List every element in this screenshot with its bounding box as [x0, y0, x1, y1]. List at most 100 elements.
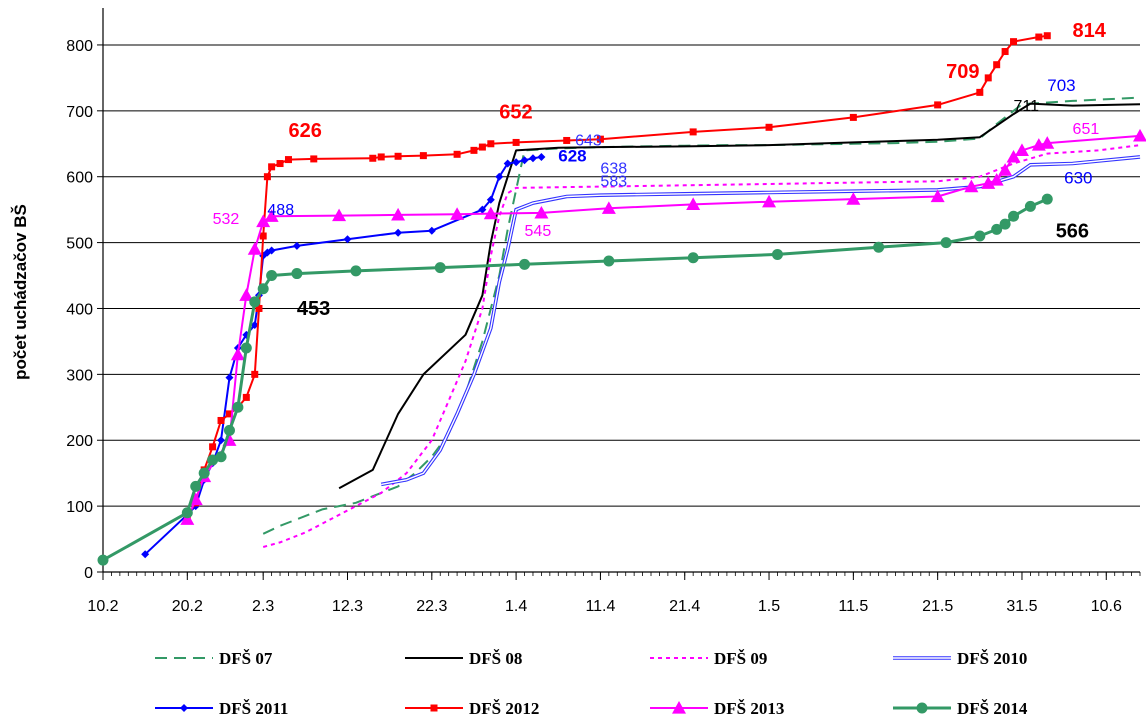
- data-point: [264, 209, 279, 222]
- data-point: [470, 146, 478, 154]
- data-point: [259, 232, 267, 240]
- data-point: [450, 207, 465, 220]
- data-point: [1014, 143, 1029, 156]
- data-point: [596, 135, 604, 143]
- data-point: [478, 143, 486, 151]
- data-point: [981, 176, 996, 189]
- legend-label: DFŠ 2010: [957, 649, 1027, 668]
- data-point: [771, 248, 783, 260]
- y-tick-label: 800: [66, 38, 93, 55]
- y-axis-label: počet uchádzačov BŠ: [11, 204, 30, 380]
- data-point: [964, 179, 979, 193]
- data-point: [198, 467, 210, 479]
- data-point: [263, 173, 271, 181]
- data-point: [249, 296, 261, 308]
- legend-item: DFŠ 2014: [893, 699, 1028, 718]
- data-point: [230, 347, 245, 361]
- series-line: [186, 134, 1141, 520]
- data-label: 583: [600, 174, 627, 191]
- data-point: [687, 252, 699, 264]
- x-tick-label: 1.4: [505, 598, 527, 615]
- legend-label: DFŠ 09: [714, 649, 767, 668]
- legend-item: DFŠ 09: [650, 649, 767, 668]
- data-label: 709: [946, 61, 979, 83]
- data-point: [601, 201, 616, 214]
- data-point: [603, 255, 615, 267]
- data-point: [209, 443, 217, 451]
- y-tick-label: 100: [66, 499, 93, 516]
- x-tick-label: 31.5: [1006, 598, 1037, 615]
- data-point: [391, 207, 406, 221]
- data-point: [989, 173, 1004, 186]
- data-point: [250, 320, 259, 329]
- data-point: [434, 262, 446, 274]
- data-point: [181, 507, 193, 519]
- data-point: [223, 424, 235, 436]
- y-tick-label: 500: [66, 236, 93, 253]
- data-label: 630: [1064, 168, 1092, 187]
- data-label: 643: [575, 133, 602, 150]
- series-line: [186, 34, 1048, 517]
- series-line: [262, 96, 1141, 535]
- legend-label: DFŠ 07: [219, 649, 273, 668]
- data-point: [976, 88, 984, 96]
- data-point: [332, 208, 347, 222]
- data-label: 545: [525, 223, 552, 240]
- legend-item: DFŠ 2011: [155, 699, 288, 718]
- data-label: 566: [1056, 220, 1089, 242]
- data-point: [1008, 210, 1020, 222]
- data-point: [1010, 38, 1018, 46]
- data-point: [255, 304, 263, 312]
- legend-item: DFŠ 2010: [893, 649, 1027, 668]
- data-point: [377, 153, 385, 161]
- x-tick-label: 1.5: [758, 598, 780, 615]
- data-point: [1043, 32, 1051, 40]
- data-point: [268, 163, 276, 171]
- data-point: [1006, 149, 1021, 163]
- y-tick-label: 600: [66, 170, 93, 187]
- legend: DFŠ 07 DFŠ 08 DFŠ 09 DFŠ 2010 DFŠ 2011 DFŠ 20…: [155, 649, 1028, 718]
- data-point: [310, 155, 318, 163]
- data-point: [1040, 136, 1055, 149]
- data-point: [257, 283, 269, 295]
- legend-label: DFŠ 2014: [957, 699, 1028, 718]
- data-point: [1024, 200, 1036, 212]
- x-tick-label: 20.2: [172, 598, 203, 615]
- data-point: [519, 258, 531, 270]
- data-label: 488: [267, 202, 294, 219]
- data-point: [762, 194, 777, 208]
- x-tick-label: 11.4: [585, 598, 615, 615]
- data-point: [276, 160, 284, 168]
- series-0: [262, 96, 1141, 535]
- data-point: [1035, 33, 1043, 41]
- data-point: [930, 189, 945, 203]
- data-point: [97, 554, 109, 566]
- data-point: [419, 152, 427, 160]
- data-point: [846, 192, 861, 205]
- series-6: [180, 128, 1146, 525]
- series-7: [97, 193, 1053, 566]
- data-point: [486, 195, 495, 204]
- data-point: [453, 150, 461, 158]
- axes: [97, 8, 1141, 580]
- data-point: [217, 416, 225, 424]
- data-point: [217, 436, 226, 445]
- series-lines: [97, 32, 1146, 566]
- data-point: [343, 235, 352, 244]
- data-label: 652: [499, 102, 532, 124]
- data-point: [190, 480, 202, 492]
- data-point: [512, 158, 521, 167]
- x-tick-label: 21.4: [669, 598, 700, 615]
- data-point: [369, 154, 377, 162]
- data-point: [225, 373, 234, 382]
- data-point: [207, 454, 219, 466]
- x-tick-label: 2.3: [252, 598, 274, 615]
- data-point: [1001, 48, 1009, 56]
- y-tick-label: 200: [66, 433, 93, 450]
- data-point: [394, 152, 402, 160]
- data-point: [180, 704, 188, 712]
- data-point: [215, 451, 227, 463]
- data-point: [267, 246, 276, 255]
- data-point: [247, 242, 262, 255]
